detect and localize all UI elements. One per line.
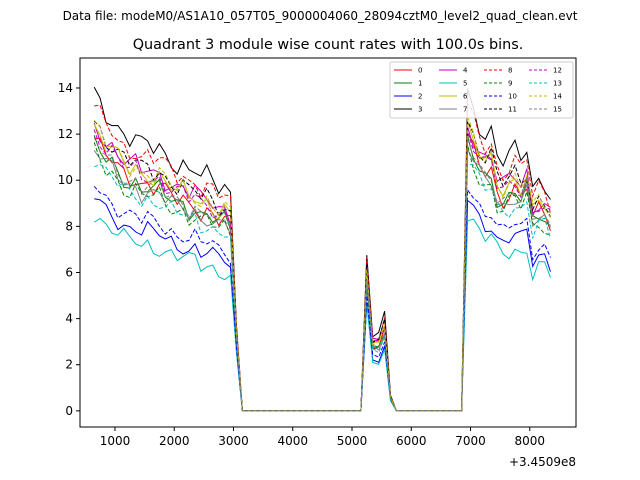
legend-label: 11 (508, 106, 517, 114)
y-tick-label: 6 (65, 265, 73, 279)
series-line-14 (93, 116, 551, 412)
x-tick-label: 7000 (455, 434, 486, 448)
legend-label: 1 (418, 80, 422, 88)
legend-label: 15 (553, 106, 562, 114)
legend-label: 4 (463, 67, 468, 75)
series-line-4 (93, 122, 551, 412)
x-tick-label: 5000 (337, 434, 368, 448)
legend-label: 9 (508, 80, 512, 88)
chart-title: Quadrant 3 module wise count rates with … (133, 37, 524, 53)
y-tick-label: 10 (58, 173, 73, 187)
series-line-13 (94, 163, 551, 412)
legend-label: 8 (508, 67, 512, 75)
legend-label: 0 (418, 67, 422, 75)
plot-area-frame (79, 57, 577, 428)
x-tick-label: 4000 (277, 434, 308, 448)
series-line-5 (93, 217, 551, 412)
legend-label: 7 (463, 106, 467, 114)
legend-label: 3 (418, 106, 422, 114)
y-tick-label: 14 (58, 81, 73, 95)
legend-label: 2 (418, 93, 422, 101)
y-tick-label: 12 (58, 127, 73, 141)
legend-label: 6 (463, 93, 468, 101)
x-offset-label: +3.4509e8 (509, 455, 576, 469)
y-tick-label: 0 (65, 404, 73, 418)
x-tick-label: 6000 (396, 434, 427, 448)
y-axis: 0 2 4 6 8 10 12 14 (58, 81, 80, 418)
legend-label: 14 (553, 93, 562, 101)
x-axis: 1000 2000 3000 4000 5000 6000 7000 8000 (100, 427, 545, 448)
series-line-10 (93, 185, 551, 412)
series-line-11 (93, 120, 551, 412)
legend-label: 5 (463, 80, 467, 88)
x-tick-label: 3000 (218, 434, 249, 448)
legend-box (389, 61, 574, 119)
legend-label: 10 (508, 93, 517, 101)
x-tick-label: 8000 (515, 434, 546, 448)
x-tick-label: 1000 (100, 434, 131, 448)
series-line-15 (93, 137, 551, 412)
y-tick-label: 4 (65, 312, 73, 326)
legend-label: 13 (553, 80, 562, 88)
legend-label: 12 (553, 67, 562, 75)
y-tick-label: 2 (65, 358, 73, 372)
series-line-3 (93, 86, 551, 412)
figure-suptitle: Data file: modeM0/AS1A10_057T05_90000040… (63, 9, 578, 23)
series-layer (93, 86, 551, 412)
x-tick-label: 2000 (159, 434, 190, 448)
series-line-0 (94, 132, 551, 412)
y-tick-label: 8 (65, 219, 73, 233)
series-line-6 (93, 121, 551, 412)
